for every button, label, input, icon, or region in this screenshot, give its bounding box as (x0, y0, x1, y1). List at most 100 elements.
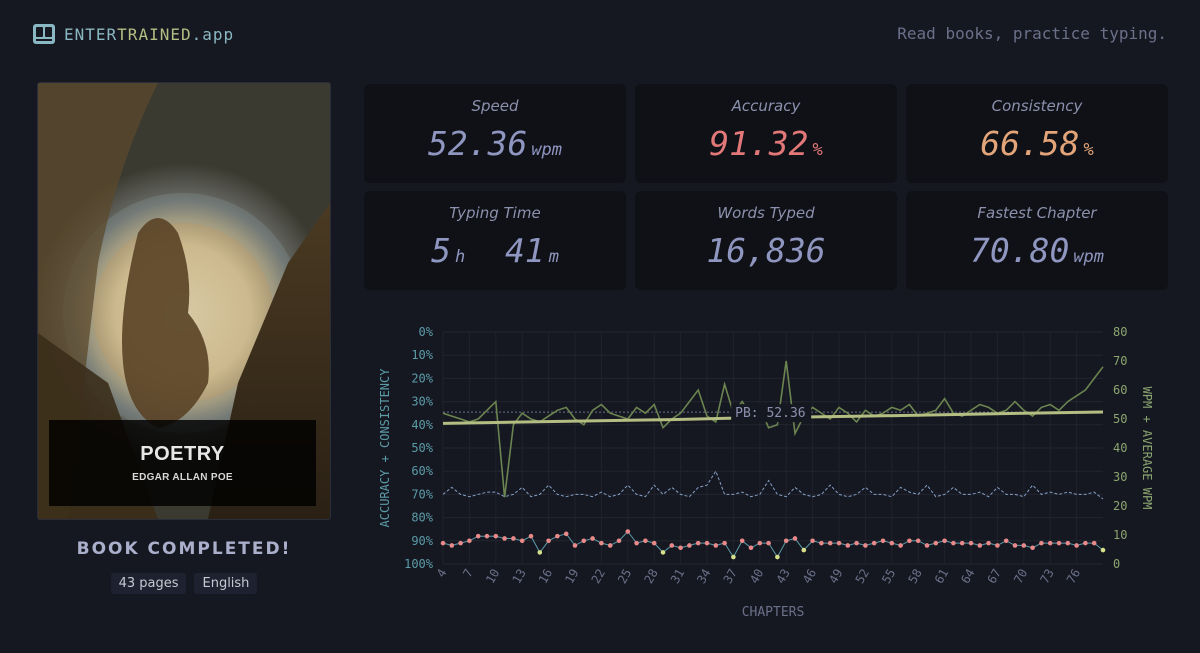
stat-label: Fastest Chapter (977, 204, 1097, 222)
brand-logo[interactable]: ENTERTRAINED.app (32, 22, 234, 46)
chapter-chart: 0%10%20%30%40%50%60%70%80%90%100%8070605… (378, 325, 1154, 620)
book-meta: 43 pages English (38, 573, 330, 594)
y-left-tick: 60% (411, 464, 433, 478)
y-left-tick: 30% (411, 395, 433, 409)
cover-title-band: POETRY EDGAR ALLAN POE (49, 420, 316, 506)
stat-fastest-chapter: Fastest Chapter 70.80 wpm (906, 191, 1168, 290)
accuracy-point (783, 538, 789, 544)
accuracy-point (1091, 540, 1097, 546)
wpm-line (442, 360, 1104, 498)
y-left-tick: 70% (411, 487, 433, 501)
stat-unit-minutes: m (548, 247, 559, 267)
x-tick: 52 (853, 567, 872, 587)
accuracy-point (995, 543, 1000, 548)
accuracy-point (555, 533, 560, 539)
accuracy-point (889, 540, 895, 546)
accuracy-point (634, 540, 639, 546)
y-right-tick: 10 (1113, 528, 1127, 542)
book-status: BOOK COMPLETED! (76, 539, 292, 559)
tagline: Read books, practice typing. (897, 24, 1167, 43)
brand-part1: ENTER (64, 24, 118, 44)
accuracy-point (713, 543, 719, 548)
accuracy-point (951, 540, 956, 546)
x-tick: 4 (434, 567, 450, 580)
y-right-tick: 50 (1113, 412, 1127, 426)
brand-name: ENTERTRAINED.app (64, 25, 234, 44)
accuracy-point (792, 536, 798, 541)
accuracy-point (467, 538, 472, 544)
accuracy-point (924, 543, 930, 548)
accuracy-point (1056, 540, 1062, 546)
accuracy-point (643, 538, 648, 544)
x-tick: 70 (1011, 567, 1030, 587)
accuracy-point (827, 540, 833, 546)
brand-part3: .app (191, 24, 235, 44)
y-right-tick: 80 (1113, 325, 1127, 339)
stat-value: 66.58% (906, 124, 1168, 163)
x-tick: 43 (773, 567, 792, 587)
y-left-axis-label: ACCURACY + CONSISTENCY (378, 368, 392, 528)
accuracy-point (528, 533, 534, 539)
accuracy-point (1074, 543, 1079, 548)
pb-label: PB: 52.36 (735, 406, 805, 421)
x-tick: 61 (932, 567, 951, 587)
stat-unit: % (812, 140, 823, 160)
stat-label: Speed (471, 97, 519, 115)
x-tick: 46 (800, 567, 819, 587)
stat-words-typed: Words Typed 16,836 (635, 191, 897, 290)
stat-accuracy: Accuracy 91.32% (635, 84, 897, 183)
accuracy-point (915, 538, 921, 544)
accuracy-point (748, 545, 754, 551)
accuracy-point (669, 543, 675, 548)
book-cover: POETRY EDGAR ALLAN POE (38, 83, 330, 519)
x-tick: 31 (668, 567, 687, 587)
stat-value: 52.36 wpm (364, 124, 626, 163)
pages-badge: 43 pages (110, 573, 187, 594)
x-tick: 22 (589, 567, 608, 587)
x-tick: 64 (958, 567, 977, 587)
stat-number: 16,836 (706, 231, 826, 270)
cover-title: POETRY (140, 443, 225, 465)
x-tick: 40 (747, 567, 766, 587)
y-right-tick: 70 (1113, 354, 1127, 368)
accuracy-point (607, 543, 613, 548)
accuracy-line (442, 530, 1104, 558)
accuracy-point (537, 550, 543, 555)
y-right-tick: 20 (1113, 499, 1127, 513)
accuracy-point (581, 538, 587, 544)
x-tick: 58 (905, 567, 924, 587)
y-left-tick: 50% (411, 441, 433, 455)
accuracy-point (819, 540, 824, 546)
accuracy-point (731, 554, 736, 560)
accuracy-point (722, 540, 727, 546)
accuracy-point (854, 540, 859, 546)
stat-value: 16,836 (635, 231, 897, 270)
accuracy-point (871, 540, 877, 546)
accuracy-point (801, 547, 807, 553)
stat-value: 70.80 wpm (906, 231, 1168, 270)
brand-part2: TRAINED (117, 24, 192, 44)
stat-unit-hours: h (454, 247, 466, 267)
accuracy-point (942, 538, 947, 544)
accuracy-point (845, 543, 851, 548)
accuracy-point (1065, 540, 1071, 546)
accuracy-point (704, 540, 710, 546)
x-tick: 16 (536, 567, 555, 587)
stat-label: Consistency (991, 97, 1083, 115)
accuracy-point (502, 536, 507, 541)
x-tick: 55 (879, 567, 898, 587)
accuracy-point (907, 538, 912, 544)
accuracy-point (695, 540, 701, 546)
stat-hours: 5 (431, 231, 451, 270)
x-tick: 34 (694, 567, 713, 587)
accuracy-point (572, 543, 578, 548)
accuracy-point (766, 540, 771, 546)
y-right-tick: 30 (1113, 470, 1127, 484)
stat-unit: wpm (1073, 247, 1105, 267)
y-right-tick: 0 (1113, 557, 1120, 571)
y-left-tick: 40% (411, 418, 433, 432)
cover-author: EDGAR ALLAN POE (132, 472, 233, 483)
accuracy-point (484, 533, 490, 539)
accuracy-point (898, 543, 903, 548)
